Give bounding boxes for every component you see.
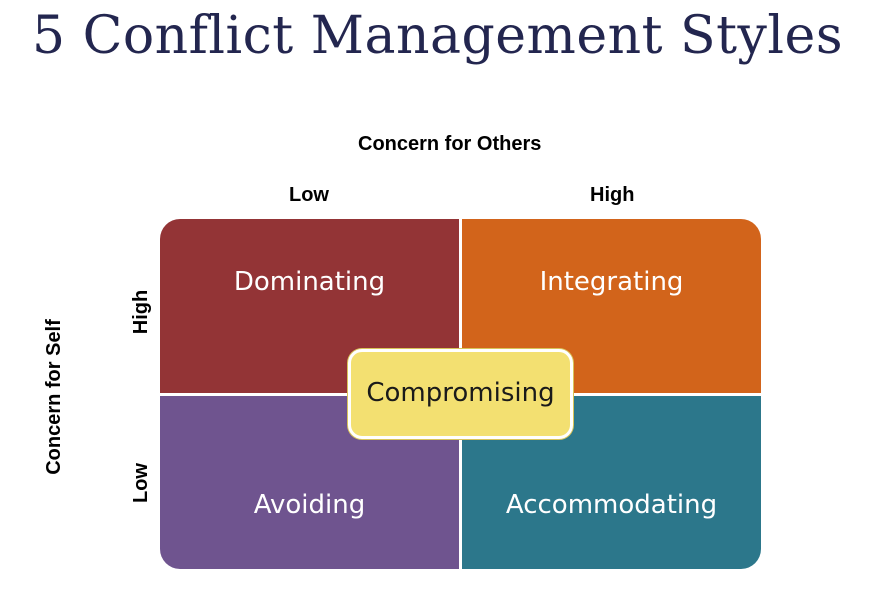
y-axis-high-label: High: [130, 289, 152, 335]
x-axis-high-label: High: [590, 184, 635, 206]
center-box-compromising: Compromising: [348, 349, 573, 439]
quadrant-dominating: Dominating: [160, 219, 459, 393]
quadrant-accommodating-label: Accommodating: [505, 490, 718, 520]
y-axis-title: Concern for Self: [43, 319, 65, 475]
quadrant-dominating-label: Dominating: [233, 267, 386, 297]
x-axis-low-label: Low: [289, 184, 329, 206]
quadrant-integrating-label: Integrating: [539, 267, 684, 297]
quadrant-avoiding: Avoiding: [160, 396, 459, 569]
page-title: 5 Conflict Management Styles: [31, 6, 844, 66]
x-axis-title: Concern for Others: [358, 133, 542, 155]
y-axis-low-label: Low: [130, 463, 152, 503]
center-box-label: Compromising: [366, 378, 555, 408]
quadrant-avoiding-label: Avoiding: [253, 490, 366, 520]
